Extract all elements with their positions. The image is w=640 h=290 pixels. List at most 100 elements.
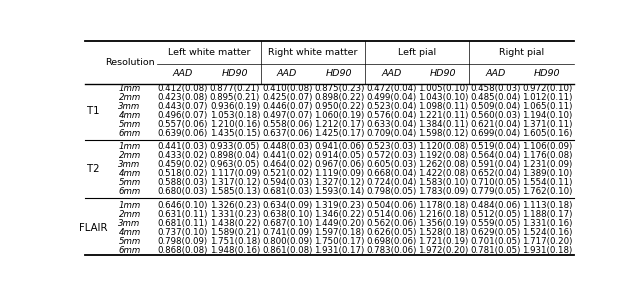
- Text: 1.972(0.20): 1.972(0.20): [418, 246, 468, 255]
- Text: 0.668(0.04): 0.668(0.04): [366, 169, 417, 178]
- Text: 0.621(0.04): 0.621(0.04): [470, 120, 520, 129]
- Text: 0.496(0.07): 0.496(0.07): [158, 111, 208, 120]
- Text: 1.113(0.18): 1.113(0.18): [522, 200, 573, 209]
- Text: 1.751(0.18): 1.751(0.18): [210, 237, 260, 246]
- Text: 1.216(0.18): 1.216(0.18): [418, 210, 468, 219]
- Text: 1.331(0.16): 1.331(0.16): [522, 219, 573, 228]
- Text: 0.741(0.09): 0.741(0.09): [262, 228, 312, 237]
- Text: 0.446(0.07): 0.446(0.07): [262, 102, 312, 111]
- Text: 0.687(0.10): 0.687(0.10): [262, 219, 312, 228]
- Text: 3mm: 3mm: [118, 102, 141, 111]
- Text: 1mm: 1mm: [118, 142, 141, 151]
- Text: 0.701(0.05): 0.701(0.05): [470, 237, 520, 246]
- Text: 2mm: 2mm: [118, 93, 141, 102]
- Text: 0.433(0.02): 0.433(0.02): [157, 151, 208, 160]
- Text: 0.514(0.06): 0.514(0.06): [366, 210, 417, 219]
- Text: 1.106(0.09): 1.106(0.09): [522, 142, 573, 151]
- Text: 0.564(0.04): 0.564(0.04): [470, 151, 520, 160]
- Text: 5mm: 5mm: [118, 178, 141, 187]
- Text: 0.521(0.02): 0.521(0.02): [262, 169, 312, 178]
- Text: 0.737(0.10): 0.737(0.10): [157, 228, 208, 237]
- Text: 0.875(0.23): 0.875(0.23): [314, 84, 364, 93]
- Text: 1.750(0.17): 1.750(0.17): [314, 237, 364, 246]
- Text: 0.423(0.08): 0.423(0.08): [157, 93, 208, 102]
- Text: 1.053(0.18): 1.053(0.18): [210, 111, 260, 120]
- Text: 1.449(0.20): 1.449(0.20): [314, 219, 364, 228]
- Text: 0.798(0.09): 0.798(0.09): [158, 237, 208, 246]
- Text: 0.410(0.08): 0.410(0.08): [262, 84, 312, 93]
- Text: 0.779(0.05): 0.779(0.05): [470, 187, 520, 196]
- Text: 0.681(0.03): 0.681(0.03): [262, 187, 312, 196]
- Text: AAD: AAD: [277, 69, 297, 78]
- Text: 1.931(0.18): 1.931(0.18): [522, 246, 573, 255]
- Text: 0.633(0.04): 0.633(0.04): [366, 120, 417, 129]
- Text: 1.178(0.18): 1.178(0.18): [418, 200, 468, 209]
- Text: 0.497(0.07): 0.497(0.07): [262, 111, 312, 120]
- Text: 0.877(0.21): 0.877(0.21): [210, 84, 260, 93]
- Text: 1.528(0.18): 1.528(0.18): [418, 228, 468, 237]
- Text: 0.499(0.04): 0.499(0.04): [366, 93, 416, 102]
- Text: 0.638(0.10): 0.638(0.10): [262, 210, 312, 219]
- Text: 0.605(0.03): 0.605(0.03): [366, 160, 417, 169]
- Text: 1.435(0.15): 1.435(0.15): [210, 129, 260, 138]
- Text: AAD: AAD: [485, 69, 506, 78]
- Text: 0.634(0.09): 0.634(0.09): [262, 200, 312, 209]
- Text: 1.317(0.12): 1.317(0.12): [210, 178, 260, 187]
- Text: 1.262(0.08): 1.262(0.08): [418, 160, 468, 169]
- Text: Right pial: Right pial: [499, 48, 544, 57]
- Text: 6mm: 6mm: [118, 129, 141, 138]
- Text: 0.441(0.03): 0.441(0.03): [157, 142, 208, 151]
- Text: 0.800(0.09): 0.800(0.09): [262, 237, 312, 246]
- Text: 0.519(0.04): 0.519(0.04): [470, 142, 520, 151]
- Text: 1.598(0.12): 1.598(0.12): [418, 129, 468, 138]
- Text: 1.783(0.09): 1.783(0.09): [418, 187, 468, 196]
- Text: 0.783(0.06): 0.783(0.06): [366, 246, 417, 255]
- Text: 0.781(0.05): 0.781(0.05): [470, 246, 520, 255]
- Text: 1.583(0.10): 1.583(0.10): [418, 178, 468, 187]
- Text: 0.681(0.11): 0.681(0.11): [157, 219, 208, 228]
- Text: AAD: AAD: [173, 69, 193, 78]
- Text: Resolution: Resolution: [105, 58, 154, 67]
- Text: 1.319(0.23): 1.319(0.23): [314, 200, 364, 209]
- Text: 1.589(0.21): 1.589(0.21): [210, 228, 260, 237]
- Text: T1: T1: [86, 106, 99, 116]
- Text: 1.371(0.11): 1.371(0.11): [522, 120, 573, 129]
- Text: 0.637(0.06): 0.637(0.06): [262, 129, 312, 138]
- Text: 0.898(0.22): 0.898(0.22): [314, 93, 364, 102]
- Text: 0.941(0.06): 0.941(0.06): [314, 142, 364, 151]
- Text: 1.005(0.10): 1.005(0.10): [418, 84, 468, 93]
- Text: 0.562(0.06): 0.562(0.06): [366, 219, 417, 228]
- Text: 1.117(0.09): 1.117(0.09): [210, 169, 260, 178]
- Text: 1.326(0.23): 1.326(0.23): [210, 200, 260, 209]
- Text: 1.012(0.11): 1.012(0.11): [522, 93, 573, 102]
- Text: 1.192(0.08): 1.192(0.08): [418, 151, 468, 160]
- Text: 1.327(0.12): 1.327(0.12): [314, 178, 364, 187]
- Text: HD90: HD90: [534, 69, 561, 78]
- Text: 0.652(0.04): 0.652(0.04): [470, 169, 520, 178]
- Text: 0.699(0.04): 0.699(0.04): [470, 129, 520, 138]
- Text: 1.119(0.09): 1.119(0.09): [314, 169, 364, 178]
- Text: 1.948(0.16): 1.948(0.16): [210, 246, 260, 255]
- Text: 5mm: 5mm: [118, 237, 141, 246]
- Text: 1.176(0.08): 1.176(0.08): [522, 151, 573, 160]
- Text: 0.861(0.08): 0.861(0.08): [262, 246, 312, 255]
- Text: 1mm: 1mm: [118, 84, 141, 93]
- Text: 1.438(0.22): 1.438(0.22): [210, 219, 260, 228]
- Text: 0.972(0.10): 0.972(0.10): [522, 84, 573, 93]
- Text: 1.346(0.22): 1.346(0.22): [314, 210, 364, 219]
- Text: 0.680(0.03): 0.680(0.03): [157, 187, 208, 196]
- Text: 1.585(0.13): 1.585(0.13): [210, 187, 260, 196]
- Text: 2mm: 2mm: [118, 151, 141, 160]
- Text: 1.065(0.11): 1.065(0.11): [522, 102, 573, 111]
- Text: 0.626(0.05): 0.626(0.05): [366, 228, 417, 237]
- Text: 1.524(0.16): 1.524(0.16): [522, 228, 573, 237]
- Text: 1.717(0.20): 1.717(0.20): [522, 237, 573, 246]
- Text: 0.464(0.02): 0.464(0.02): [262, 160, 312, 169]
- Text: 1.043(0.10): 1.043(0.10): [418, 93, 468, 102]
- Text: 1.605(0.16): 1.605(0.16): [522, 129, 573, 138]
- Text: 1.721(0.19): 1.721(0.19): [418, 237, 468, 246]
- Text: 0.472(0.04): 0.472(0.04): [366, 84, 417, 93]
- Text: 0.591(0.04): 0.591(0.04): [470, 160, 520, 169]
- Text: 0.559(0.05): 0.559(0.05): [470, 219, 520, 228]
- Text: 1.389(0.10): 1.389(0.10): [522, 169, 573, 178]
